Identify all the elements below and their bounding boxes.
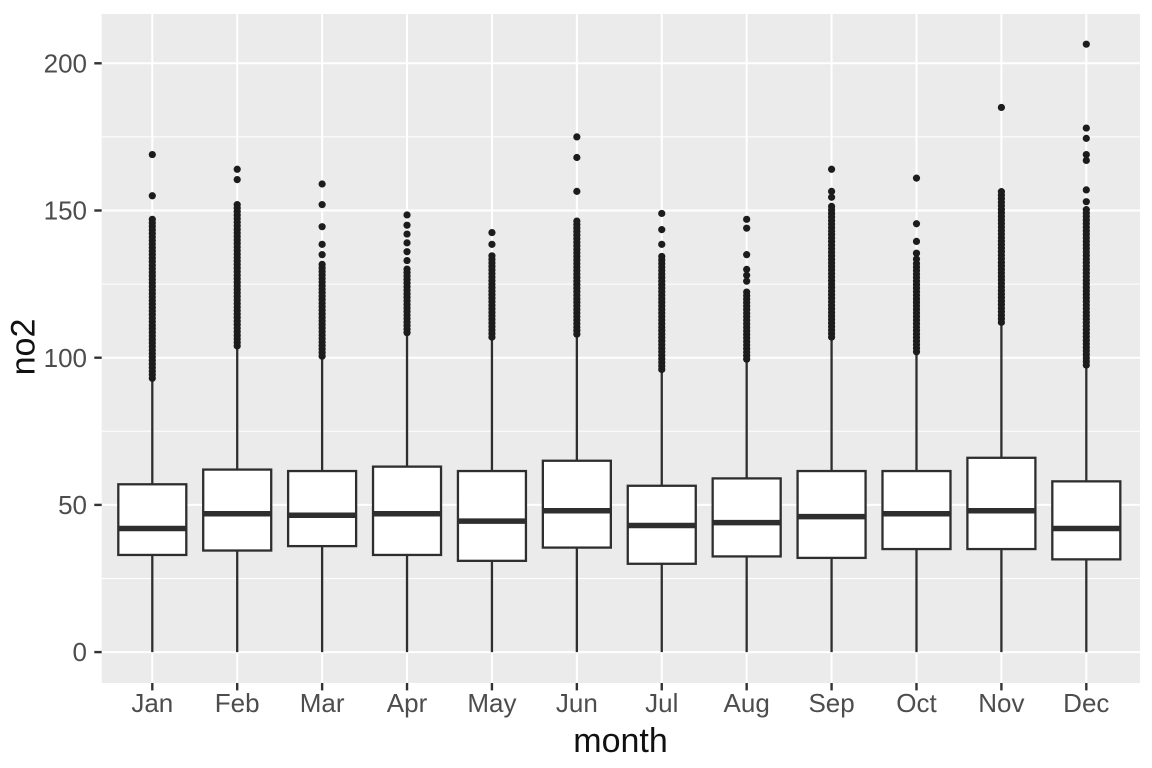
outlier-dot (997, 103, 1006, 112)
outlier-dot (912, 220, 921, 228)
outlier-dot (1082, 150, 1090, 159)
outlier-dot (743, 224, 751, 232)
y-tick-label: 100 (44, 343, 87, 373)
outlier-dot (573, 217, 581, 225)
plot-panel (101, 14, 1141, 683)
x-tick-label: Sep (808, 688, 854, 718)
outlier-dot (997, 188, 1006, 196)
outlier-dot (743, 265, 751, 273)
outlier-dot (233, 165, 241, 173)
outlier-dot (148, 150, 156, 159)
x-tick-label: May (467, 688, 516, 718)
outlier-dot (1082, 134, 1090, 142)
outlier-dot (488, 228, 496, 237)
outlier-dot (233, 175, 241, 184)
x-tick-label: Jun (556, 688, 598, 718)
outlier-dot (403, 230, 411, 238)
outlier-dot (912, 255, 921, 263)
outlier-dot (403, 211, 411, 219)
outlier-dot (1082, 40, 1090, 48)
outlier-dot (233, 201, 241, 209)
outlier-dot (827, 202, 836, 210)
outlier-dot (912, 174, 921, 182)
y-tick-label: 0 (73, 637, 87, 667)
outlier-dot (318, 260, 326, 268)
x-tick-label: Jul (645, 688, 678, 718)
outlier-dot (827, 193, 836, 201)
outlier-dot (318, 223, 326, 231)
y-tick-label: 50 (58, 490, 87, 520)
outlier-dot (827, 165, 836, 173)
outlier-dot (318, 240, 326, 248)
outlier-dot (318, 201, 326, 209)
x-tick-label: Feb (215, 688, 260, 718)
outlier-dot (488, 240, 496, 248)
box-oct (881, 469, 952, 551)
outlier-dot (403, 248, 411, 256)
outlier-dot (573, 133, 581, 141)
box-may (456, 469, 528, 562)
outlier-dot (403, 221, 411, 229)
box-aug (711, 477, 782, 558)
outlier-dot (912, 237, 921, 246)
outlier-dot (743, 271, 751, 279)
x-tick-label: Oct (896, 688, 937, 718)
box-jan (117, 483, 188, 557)
x-axis-title: month (573, 722, 668, 760)
outlier-dot (1082, 198, 1090, 206)
x-tick-label: Apr (387, 688, 428, 718)
outlier-dot (658, 252, 666, 261)
outlier-dot (318, 180, 326, 188)
box-jun (541, 459, 612, 549)
box-feb (202, 468, 273, 552)
outlier-dot (488, 252, 496, 260)
outlier-dot (403, 239, 411, 247)
outlier-dot (573, 153, 581, 162)
x-tick-label: Nov (978, 688, 1024, 718)
outlier-dot (743, 215, 751, 223)
box-apr (371, 465, 443, 557)
box-mar (286, 469, 358, 548)
outlier-dot (912, 249, 921, 257)
outlier-dot (148, 192, 156, 200)
outlier-dot (148, 215, 156, 223)
x-tick-label: Mar (300, 688, 345, 718)
outlier-dot (658, 240, 666, 248)
outlier-dot (403, 265, 411, 273)
outlier-dot (318, 251, 326, 259)
outlier-dot (1082, 206, 1090, 214)
outlier-dot (743, 277, 751, 285)
y-tick-label: 200 (44, 48, 87, 78)
outlier-dot (1082, 186, 1090, 194)
outlier-dot (827, 187, 836, 195)
x-tick-label: Aug (724, 688, 770, 718)
x-tick-label: Jan (131, 688, 173, 718)
outlier-dot (658, 209, 666, 218)
box-nov (966, 456, 1037, 551)
outlier-dot (658, 226, 666, 234)
x-tick-label: Dec (1063, 688, 1109, 718)
y-axis-title: no2 (4, 318, 43, 376)
outlier-dot (1082, 156, 1090, 165)
box-dec (1051, 480, 1122, 561)
outlier-dot (1082, 124, 1090, 132)
outlier-dot (573, 187, 581, 195)
y-tick-label: 150 (44, 196, 87, 226)
outlier-dot (743, 288, 751, 296)
outlier-dot (403, 256, 411, 265)
outlier-dot (743, 251, 751, 259)
